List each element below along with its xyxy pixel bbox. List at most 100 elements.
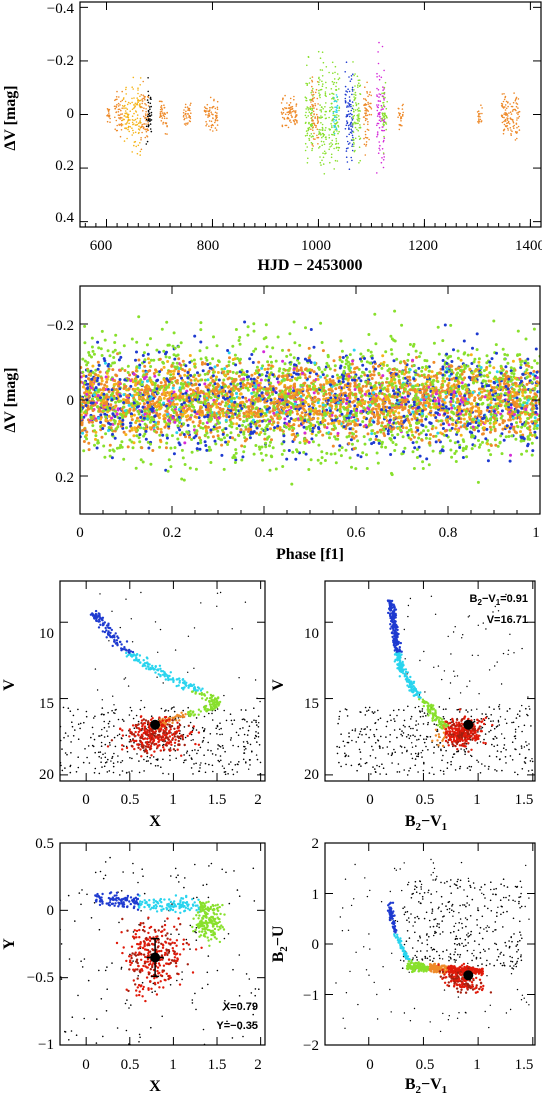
phased-point xyxy=(472,360,476,364)
phased-point xyxy=(252,329,256,333)
lightcurve-point xyxy=(507,129,510,131)
phased-point xyxy=(386,429,390,433)
lightcurve-point xyxy=(131,119,134,121)
phased-point xyxy=(485,427,489,431)
phased-point xyxy=(136,402,140,406)
phased-point xyxy=(199,441,203,445)
phased-point xyxy=(87,448,91,452)
phased-point xyxy=(289,353,293,357)
phased-point xyxy=(186,423,190,427)
lightcurve-point xyxy=(336,146,338,149)
lightcurve-point xyxy=(337,126,340,128)
phased-point xyxy=(204,425,207,429)
lightcurve-point xyxy=(378,141,381,143)
phased-point xyxy=(357,376,361,380)
phased-point xyxy=(365,390,369,394)
phased-point xyxy=(83,341,87,345)
phased-point xyxy=(203,440,207,444)
lightcurve-point xyxy=(139,84,141,86)
phased-point xyxy=(362,406,366,410)
lightcurve-ytick-02: 0.2 xyxy=(55,158,74,174)
lightcurve-point xyxy=(134,131,137,134)
lightcurve-point xyxy=(159,114,162,116)
phased-point xyxy=(488,371,492,375)
lightcurve-point xyxy=(159,116,161,118)
lightcurve-point xyxy=(309,99,312,101)
lightcurve-point xyxy=(114,128,116,130)
lightcurve-point xyxy=(348,103,351,105)
phased-point xyxy=(80,413,83,417)
lightcurve-point xyxy=(216,124,219,126)
lightcurve-point xyxy=(366,118,368,120)
phased-point xyxy=(182,478,186,482)
phased-point xyxy=(439,423,443,427)
phased-point xyxy=(229,431,233,435)
phased-point xyxy=(361,398,365,402)
lightcurve-point xyxy=(359,127,362,129)
lightcurve-point xyxy=(503,93,505,95)
phased-point xyxy=(298,343,302,347)
phased-point xyxy=(267,378,271,382)
lightcurve-point xyxy=(338,109,340,112)
phased-point xyxy=(303,413,307,417)
phased-point xyxy=(114,400,118,404)
phased-point xyxy=(309,407,313,411)
phased-point xyxy=(493,375,497,379)
lightcurve-point xyxy=(376,109,379,112)
phased-point xyxy=(194,467,198,471)
lightcurve-point xyxy=(331,80,334,83)
phased-point xyxy=(165,433,169,437)
phased-point xyxy=(183,369,187,373)
lightcurve-point xyxy=(135,121,138,123)
lightcurve-point xyxy=(335,119,338,122)
phased-point xyxy=(428,437,432,441)
lightcurve-point xyxy=(133,104,135,106)
phased-point xyxy=(339,405,342,409)
phased-point xyxy=(122,393,126,397)
phased-point xyxy=(198,436,201,440)
lightcurve-point xyxy=(317,50,320,53)
lightcurve-point xyxy=(334,106,336,108)
lightcurve-point xyxy=(353,143,355,145)
phased-point xyxy=(311,426,315,430)
phased-point xyxy=(143,422,147,426)
lightcurve-point xyxy=(350,125,352,128)
phased-point xyxy=(452,404,456,408)
phased-point xyxy=(386,384,390,388)
phased-point xyxy=(446,383,450,387)
phased-point xyxy=(96,374,100,377)
phased-point xyxy=(455,390,459,394)
lightcurve-point xyxy=(333,124,335,127)
lightcurve-point xyxy=(380,104,383,107)
phased-point xyxy=(183,373,187,377)
lightcurve-point xyxy=(351,86,354,89)
lightcurve-point xyxy=(348,113,350,115)
lightcurve-point xyxy=(282,111,285,114)
lightcurve-point xyxy=(304,135,307,137)
phased-point xyxy=(188,435,191,439)
lightcurve-point xyxy=(281,113,284,115)
phased-point xyxy=(149,365,153,368)
lightcurve-point xyxy=(121,99,124,102)
lightcurve-point xyxy=(349,122,352,124)
phased-point xyxy=(350,442,354,446)
lightcurve-point xyxy=(109,121,111,123)
lightcurve-point xyxy=(107,109,110,111)
lightcurve-point xyxy=(134,102,137,105)
phased-point xyxy=(516,329,520,333)
phased-point xyxy=(237,374,241,378)
phased-point xyxy=(503,391,507,395)
lightcurve-point xyxy=(337,78,340,81)
lightcurve-point xyxy=(370,94,373,97)
lightcurve-point xyxy=(311,109,313,112)
phased-point xyxy=(249,427,253,431)
phased-point xyxy=(146,440,150,444)
lightcurve-point xyxy=(310,99,313,101)
lightcurve-xtick-600: 600 xyxy=(90,238,113,254)
phased-point xyxy=(390,433,394,437)
phased-point xyxy=(252,381,256,385)
lightcurve-point xyxy=(295,105,298,107)
lightcurve-point xyxy=(309,77,312,80)
phased-point xyxy=(421,467,425,470)
lightcurve-point xyxy=(368,113,371,116)
